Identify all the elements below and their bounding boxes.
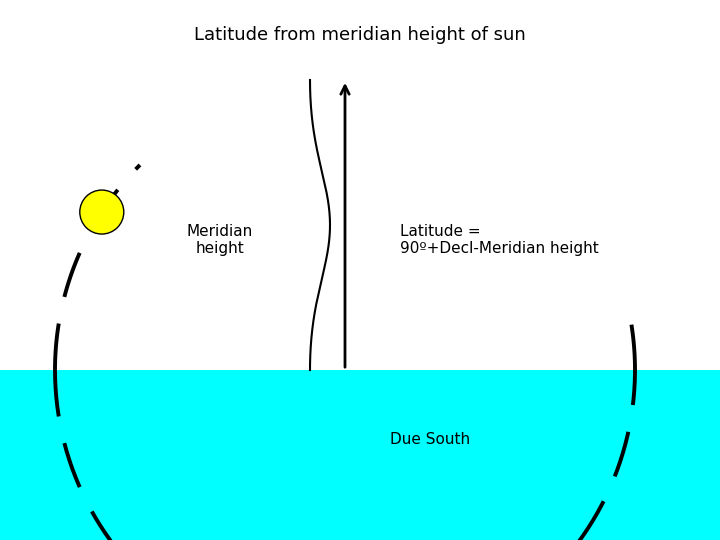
Text: Due South: Due South [390, 433, 470, 448]
Circle shape [80, 190, 124, 234]
Text: Latitude =
90º+Decl-Meridian height: Latitude = 90º+Decl-Meridian height [400, 224, 599, 256]
Text: Meridian
height: Meridian height [187, 224, 253, 256]
Text: Latitude from meridian height of sun: Latitude from meridian height of sun [194, 26, 526, 44]
Bar [0, 370, 720, 540]
